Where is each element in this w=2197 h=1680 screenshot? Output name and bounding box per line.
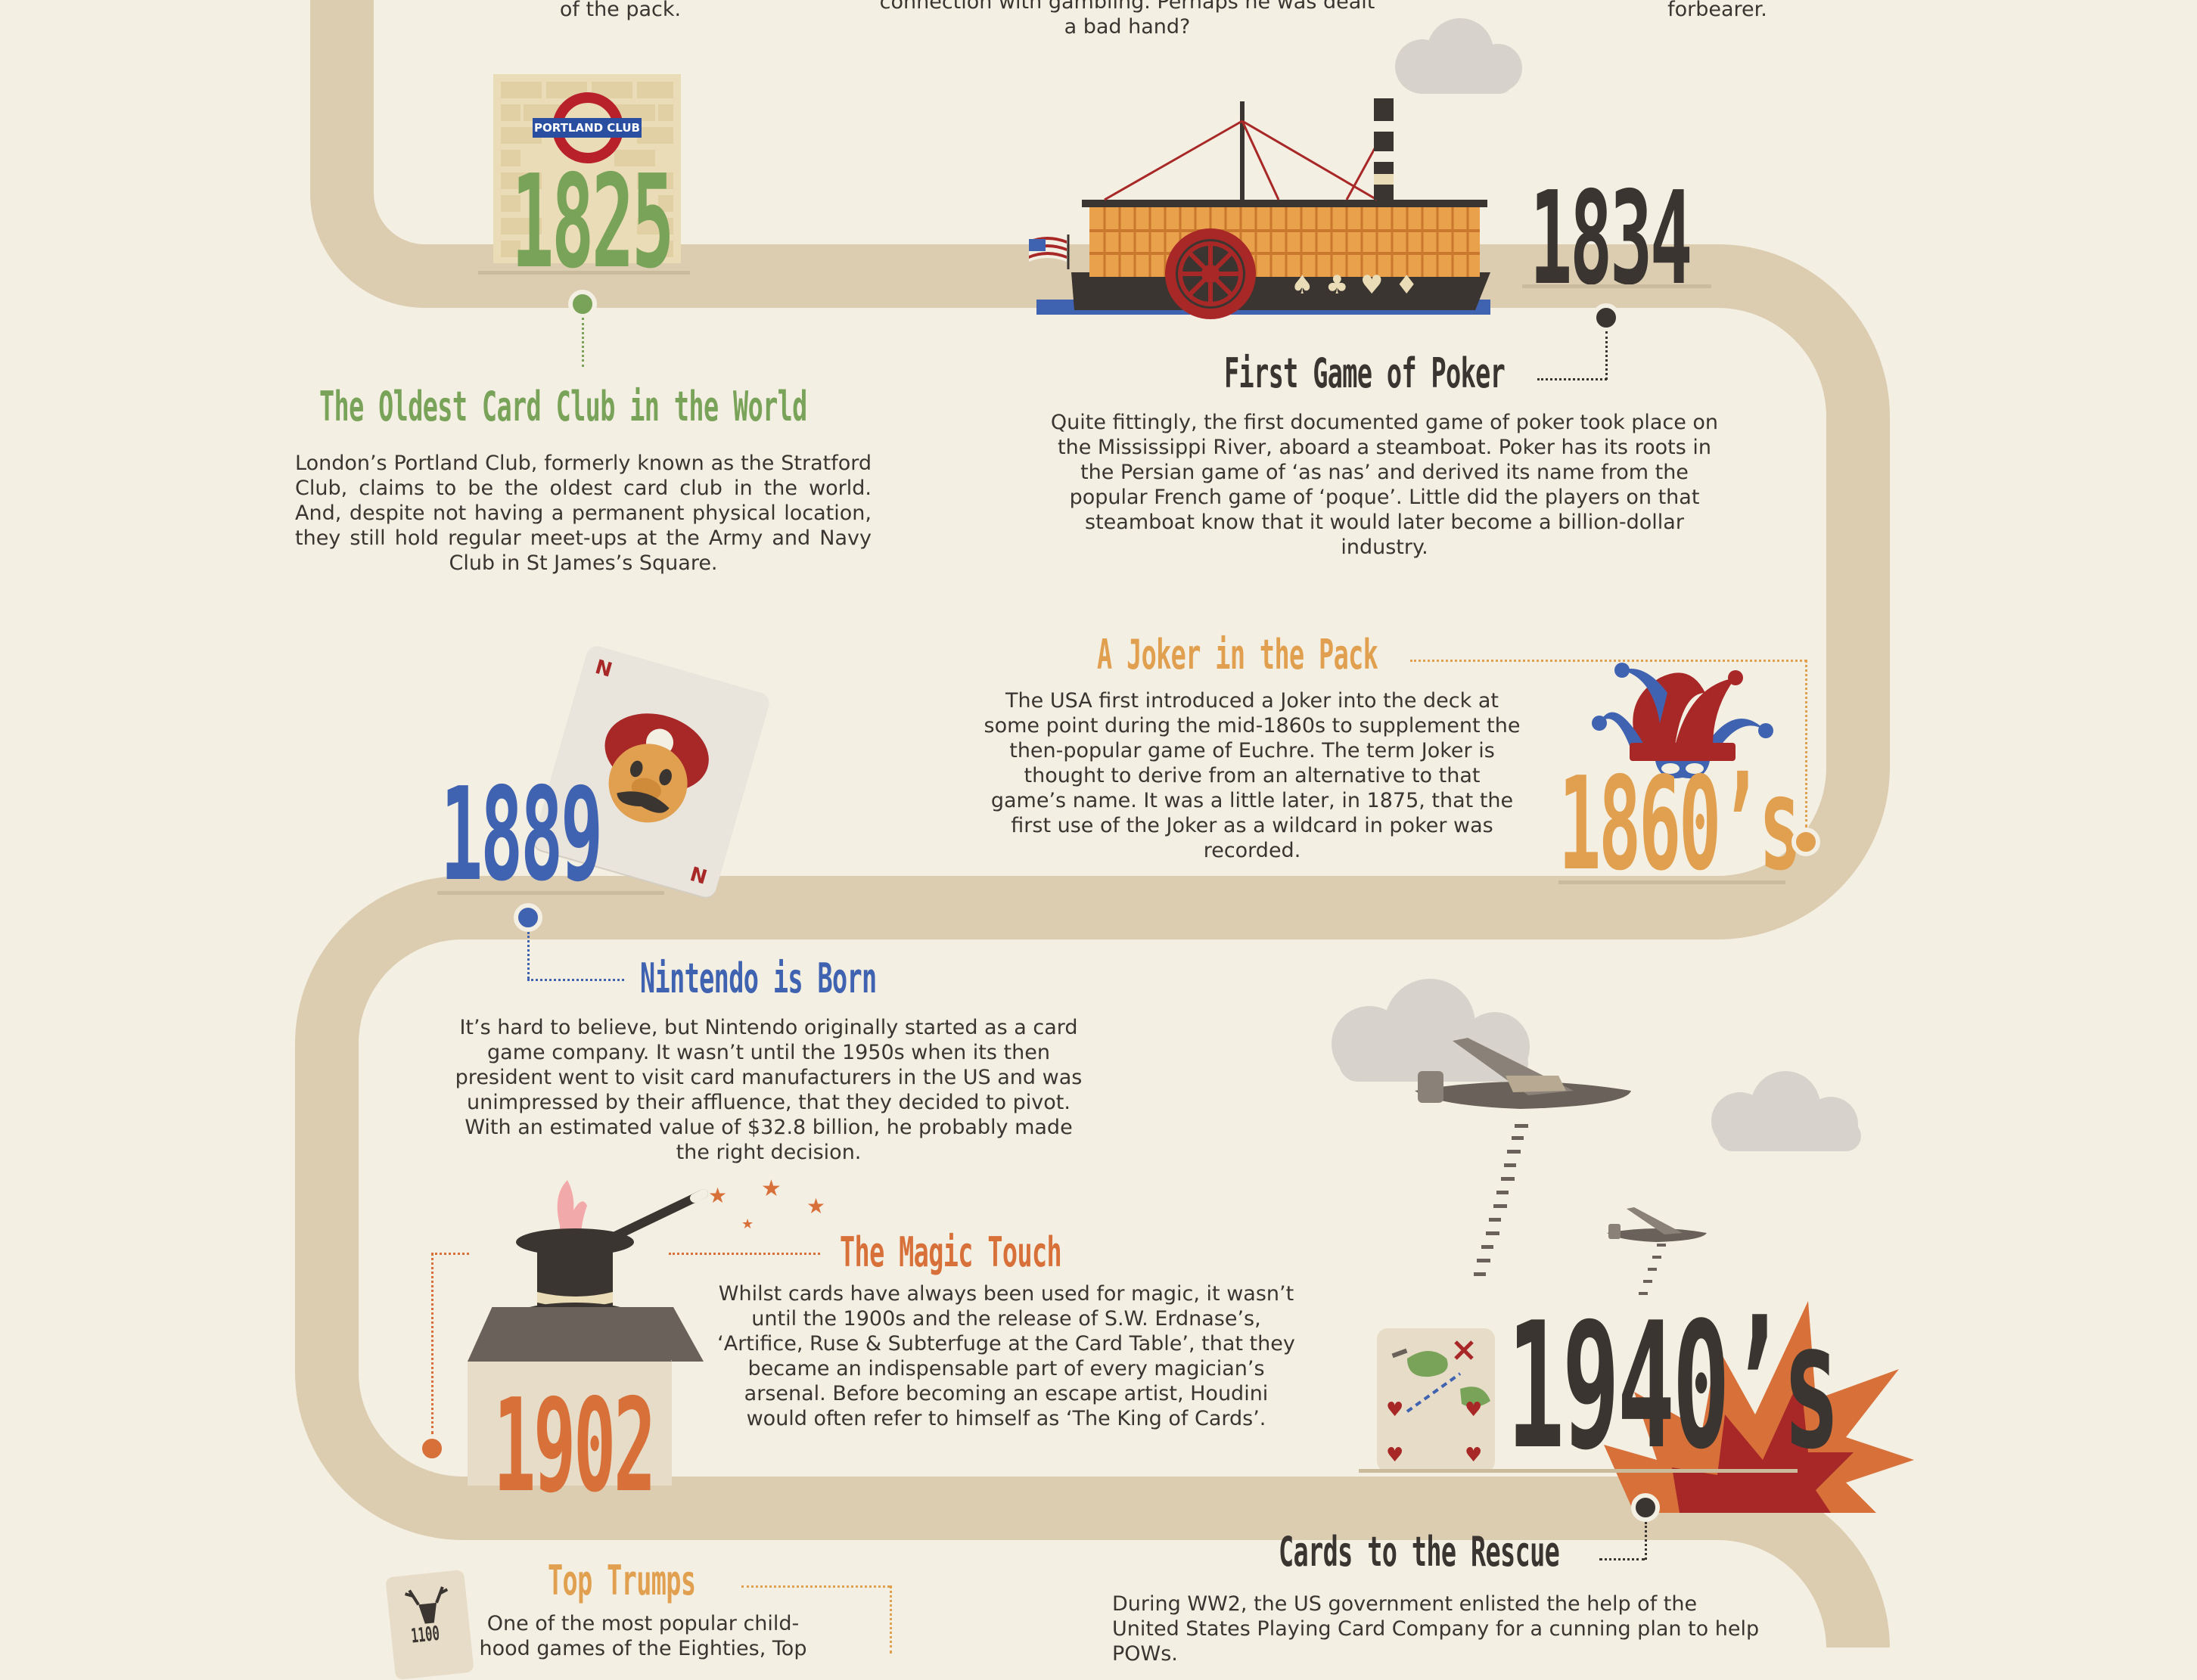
svg-text:♥: ♥ xyxy=(1386,1444,1403,1467)
year-underline xyxy=(437,891,664,895)
heading-nintendo: Nintendo is Born xyxy=(640,955,877,1002)
timeline-dot-1825 xyxy=(568,290,597,318)
star-icon: ★ xyxy=(741,1216,754,1232)
svg-text:♠: ♠ xyxy=(1291,270,1313,300)
heading-joker: A Joker in the Pack xyxy=(1097,631,1378,679)
portland-sign-icon: PORTLAND CLUB xyxy=(533,118,642,138)
smoke-cloud-icon xyxy=(1395,18,1522,94)
connector-line xyxy=(527,932,530,979)
card-value: 1100 xyxy=(409,1622,441,1648)
year-underline xyxy=(478,271,690,275)
text-magic: Whilst cards have always been used for m… xyxy=(717,1282,1295,1430)
timeline-dot-1902 xyxy=(418,1434,446,1463)
text-joker: The USA first introduced a Joker into th… xyxy=(984,689,1521,862)
bomber-plane-icon xyxy=(1607,1207,1707,1242)
cloud-icon xyxy=(1711,1071,1861,1151)
map-card-art: ♥ ♥ ♥ ♥ xyxy=(1386,1340,1490,1467)
year-1902: 1902 xyxy=(493,1371,656,1521)
connector-line xyxy=(431,1253,469,1255)
stag-icon xyxy=(405,1586,449,1624)
mario-card-icon: N N xyxy=(531,643,772,900)
steamboat-icon: ♠ ♣ ♥ ♦ xyxy=(1036,98,1490,319)
card-corner-label: N xyxy=(592,655,615,682)
star-icon: ★ xyxy=(806,1194,826,1219)
bomber-plane-icon xyxy=(1415,1038,1631,1109)
connector-line xyxy=(527,979,624,981)
year-1860s: 1860’s xyxy=(1558,750,1801,899)
jester-hat-icon xyxy=(1592,663,1773,779)
connector-line xyxy=(1410,660,1807,662)
connector-line xyxy=(890,1585,892,1654)
heading-magic: The Magic Touch xyxy=(840,1228,1062,1276)
timeline-dot-1889 xyxy=(514,903,542,932)
connector-line xyxy=(1537,378,1607,380)
stag-card-icon: 1100 xyxy=(385,1569,474,1680)
top-fragment-left: of the pack. xyxy=(559,0,682,21)
text-portland: London’s Portland Club, formerly known a… xyxy=(295,452,872,575)
connector-line xyxy=(1605,331,1608,380)
year-1940s: 1940’s xyxy=(1507,1286,1840,1488)
top-fragment-center: connection with gambling. Perhaps he was… xyxy=(879,0,1375,39)
text-trumps: One of the most popular child-hood games… xyxy=(479,1612,807,1660)
text-poker: Quite fittingly, the first documented ga… xyxy=(1050,411,1719,559)
explosion-icon xyxy=(1604,1301,1914,1513)
connector-line xyxy=(431,1253,433,1434)
heading-rescue: Cards to the Rescue xyxy=(1279,1528,1560,1576)
mario-face-icon xyxy=(604,713,709,823)
svg-text:♥: ♥ xyxy=(1360,270,1383,300)
timeline-dot-1860s xyxy=(1791,828,1820,856)
svg-text:♦: ♦ xyxy=(1395,270,1418,300)
magic-box-lid xyxy=(468,1307,672,1362)
svg-text:♥: ♥ xyxy=(1465,1399,1482,1421)
svg-text:♣: ♣ xyxy=(1325,270,1348,300)
heading-poker: First Game of Poker xyxy=(1224,349,1506,397)
connector-line xyxy=(1645,1522,1647,1560)
connector-line xyxy=(741,1585,890,1588)
star-icon: ★ xyxy=(708,1183,728,1208)
svg-text:♥: ♥ xyxy=(1386,1399,1403,1421)
top-fragment-right: forbearer. xyxy=(1667,0,1767,21)
year-1825: 1825 xyxy=(511,148,674,297)
connector-line xyxy=(582,318,584,367)
year-1834: 1834 xyxy=(1530,164,1692,314)
star-icon: ★ xyxy=(761,1175,782,1202)
connector-line xyxy=(669,1253,820,1255)
connector-line xyxy=(1805,660,1807,828)
year-1889: 1889 xyxy=(440,760,603,910)
year-underline xyxy=(1359,1469,1798,1473)
falling-cards-icon xyxy=(1639,1244,1666,1295)
text-nintendo: It’s hard to believe, but Nintendo origi… xyxy=(455,1016,1083,1164)
map-card-icon: ♥ ♥ ♥ ♥ xyxy=(1377,1328,1495,1472)
year-underline xyxy=(1522,284,1711,288)
card-corner-label: N xyxy=(688,861,710,888)
heading-trumps: Top Trumps xyxy=(548,1557,696,1604)
year-underline xyxy=(1558,880,1785,884)
timeline-dot-1834 xyxy=(1592,303,1621,332)
text-rescue: During WW2, the US government enlisted t… xyxy=(1112,1592,1760,1666)
magic-box xyxy=(468,1360,672,1486)
svg-text:♥: ♥ xyxy=(1465,1444,1482,1467)
us-flag-icon xyxy=(1029,234,1070,269)
falling-cards-icon xyxy=(1474,1124,1528,1276)
heading-portland: The Oldest Card Club in the World xyxy=(319,383,807,430)
timeline-dot-1940s xyxy=(1631,1493,1660,1522)
connector-line xyxy=(1599,1558,1645,1560)
